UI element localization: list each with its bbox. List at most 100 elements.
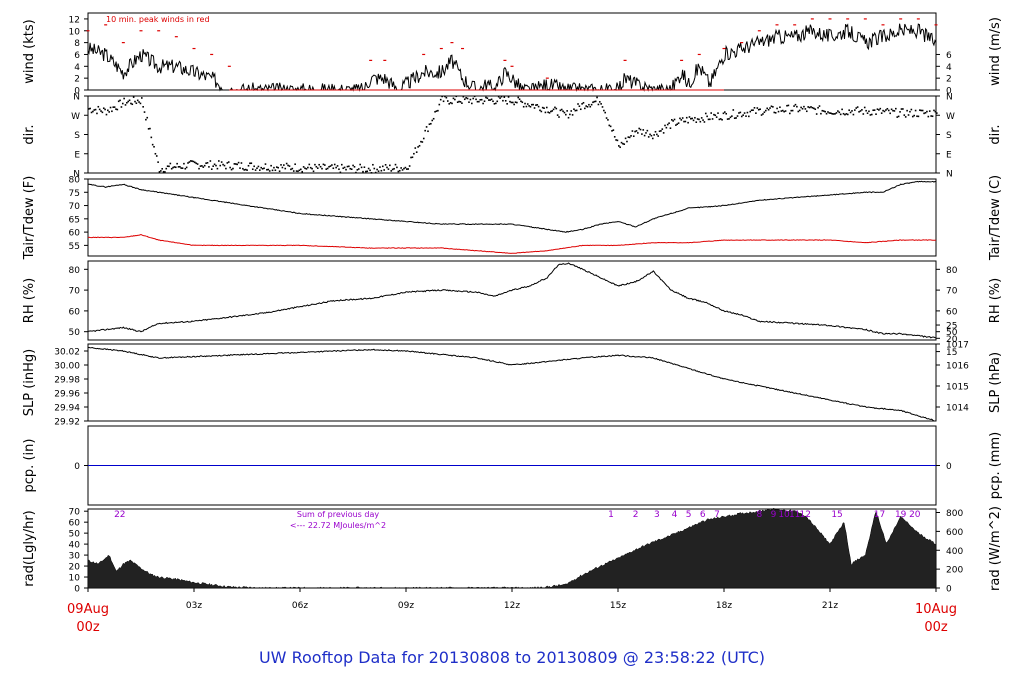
direction-point — [559, 109, 562, 112]
direction-point — [715, 116, 718, 118]
direction-point — [98, 108, 101, 111]
direction-point — [390, 170, 393, 172]
direction-point — [285, 162, 288, 165]
direction-point — [335, 166, 337, 169]
direction-point — [873, 109, 876, 111]
panel-frame-slp — [87, 343, 937, 422]
direction-point — [223, 164, 226, 167]
direction-point — [691, 117, 693, 120]
direction-point — [145, 118, 147, 121]
direction-point — [756, 107, 759, 109]
direction-point — [903, 114, 906, 116]
direction-point — [373, 167, 376, 170]
right-tick-label: 1014 — [946, 404, 969, 414]
direction-point — [350, 168, 353, 171]
direction-point — [835, 112, 838, 114]
direction-point — [615, 139, 617, 141]
direction-point — [430, 122, 432, 125]
right-tick-label: W — [946, 112, 955, 122]
left-tick-label: 29.94 — [54, 404, 80, 414]
direction-point — [199, 165, 202, 167]
direction-point — [242, 167, 244, 170]
direction-point — [698, 118, 700, 121]
direction-point — [410, 156, 412, 159]
direction-point — [428, 123, 431, 126]
left-tick-label: 8 — [74, 39, 80, 49]
direction-point — [264, 163, 267, 165]
direction-point — [504, 99, 507, 102]
right-tick-label: 20 — [946, 335, 958, 345]
direction-point — [348, 165, 350, 168]
left-tick-label: 20 — [69, 563, 81, 573]
direction-point — [393, 167, 395, 170]
direction-point — [506, 103, 508, 105]
direction-point — [827, 111, 829, 113]
direction-point — [201, 165, 203, 167]
direction-point — [681, 117, 684, 119]
left-tick-label: 70 — [69, 202, 81, 212]
direction-point — [213, 163, 216, 166]
direction-point — [862, 113, 865, 115]
direction-point — [446, 100, 449, 102]
direction-point — [444, 95, 446, 98]
direction-point — [268, 170, 271, 172]
direction-point — [930, 115, 932, 117]
direction-point — [628, 136, 631, 139]
direction-point — [499, 97, 501, 99]
direction-point — [690, 117, 692, 120]
direction-point — [662, 132, 665, 134]
right-tick-label: 80 — [946, 266, 958, 276]
direction-point — [288, 165, 291, 167]
direction-point — [343, 166, 346, 169]
direction-point — [773, 111, 776, 114]
chart-title: UW Rooftop Data for 20130808 to 20130809… — [258, 648, 766, 667]
local-hour-mark: 20 — [909, 510, 921, 520]
left-tick-label: S — [74, 131, 80, 141]
direction-point — [815, 113, 818, 115]
direction-point — [586, 106, 589, 108]
direction-point — [397, 170, 400, 173]
direction-point — [219, 164, 222, 167]
direction-point — [116, 108, 119, 111]
direction-point — [226, 162, 229, 164]
direction-point — [237, 161, 240, 164]
right-tick-label: 70 — [946, 287, 958, 297]
right-tick-label: 400 — [946, 547, 963, 557]
direction-point — [92, 110, 94, 113]
direction-point — [324, 164, 326, 166]
direction-point — [363, 166, 366, 169]
direction-point — [694, 116, 696, 119]
direction-point — [917, 115, 920, 118]
direction-point — [174, 166, 177, 169]
direction-point — [377, 170, 380, 173]
direction-point — [574, 109, 577, 112]
direction-point — [907, 114, 910, 116]
direction-point — [810, 106, 812, 108]
direction-point — [435, 110, 438, 112]
direction-point — [157, 161, 159, 163]
local-hour-mark: 5 — [686, 510, 692, 520]
direction-point — [108, 111, 110, 113]
direction-point — [424, 129, 426, 132]
direction-point — [203, 164, 206, 167]
direction-point — [588, 103, 590, 106]
direction-point — [899, 111, 901, 113]
direction-point — [760, 114, 763, 116]
direction-point — [660, 130, 662, 132]
direction-point — [396, 166, 398, 169]
direction-point — [302, 166, 305, 168]
left-tick-label: 12 — [69, 15, 80, 25]
direction-point — [109, 106, 112, 109]
direction-point — [789, 112, 791, 115]
x-start-hour: 00z — [76, 620, 100, 635]
direction-point — [381, 165, 384, 168]
direction-point — [611, 130, 613, 132]
direction-point — [818, 105, 821, 107]
direction-point — [555, 107, 558, 110]
direction-point — [236, 163, 238, 166]
direction-point — [513, 103, 515, 106]
direction-point — [731, 115, 733, 117]
direction-point — [558, 116, 560, 118]
direction-point — [791, 109, 794, 112]
direction-point — [244, 168, 247, 171]
